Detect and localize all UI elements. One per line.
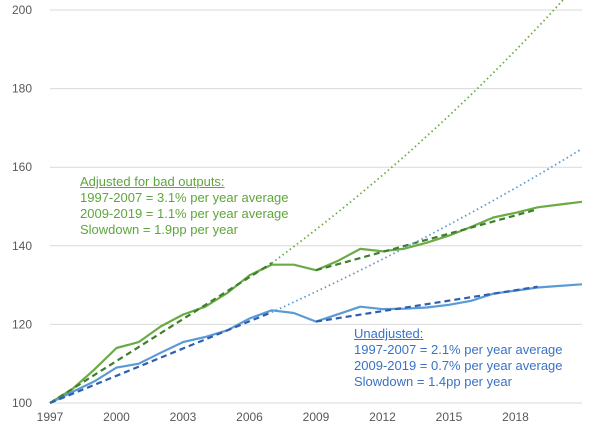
y-tick-label: 120 (12, 317, 32, 331)
adjusted-annotation-line: 1997-2007 = 3.1% per year average (80, 190, 289, 205)
adjusted-trend-dashed-line (315, 208, 538, 272)
y-tick-label: 140 (12, 239, 32, 253)
y-axis-ticks: 100 120 140 160 180 200 (12, 3, 32, 410)
adjusted-annotation-heading: Adjusted for bad outputs: (80, 174, 225, 189)
x-tick-label: 2009 (303, 410, 330, 424)
gridlines (50, 9, 582, 404)
unadjusted-trend-dashed-line (315, 285, 538, 323)
series-lines (49, 0, 583, 405)
adjusted-annotation: Adjusted for bad outputs: 1997-2007 = 3.… (80, 174, 289, 238)
x-tick-label: 2006 (236, 410, 263, 424)
x-tick-label: 2000 (103, 410, 130, 424)
adjusted-annotation-line: Slowdown = 1.9pp per year (80, 222, 238, 237)
adjusted-dotted-line (271, 0, 565, 264)
adjusted-annotation-line: 2009-2019 = 1.1% per year average (80, 206, 289, 221)
x-tick-label: 2012 (369, 410, 396, 424)
unadjusted-annotation-line: Slowdown = 1.4pp per year (354, 374, 512, 389)
x-tick-label: 2015 (436, 410, 463, 424)
x-tick-label: 2003 (170, 410, 197, 424)
unadjusted-annotation: Unadjusted: 1997-2007 = 2.1% per year av… (354, 326, 563, 390)
y-tick-label: 160 (12, 160, 32, 174)
unadjusted-annotation-heading: Unadjusted: (354, 326, 424, 341)
x-axis-ticks: 1997 2000 2003 2006 2009 2012 2015 2018 (37, 410, 530, 424)
y-tick-label: 100 (12, 396, 32, 410)
unadjusted-annotation-line: 1997-2007 = 2.1% per year average (354, 342, 563, 357)
unadjusted-annotation-line: 2009-2019 = 0.7% per year average (354, 358, 563, 373)
y-tick-label: 200 (12, 3, 32, 17)
x-tick-label: 2018 (502, 410, 529, 424)
adjusted-trend-dashed-line (49, 262, 273, 404)
x-tick-label: 1997 (37, 410, 64, 424)
y-tick-label: 180 (12, 82, 32, 96)
